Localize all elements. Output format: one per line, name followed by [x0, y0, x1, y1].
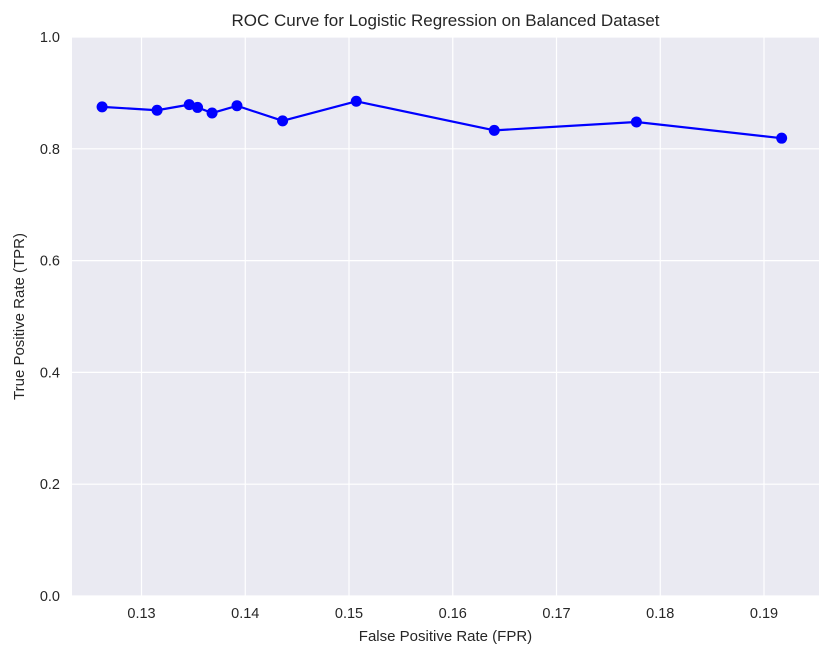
y-tick-label: 0.2	[40, 477, 60, 493]
y-tick-label: 0.0	[40, 589, 60, 605]
roc-point	[151, 104, 163, 116]
y-axis-label: True Positive Rate (TPR)	[11, 233, 28, 400]
x-tick-label: 0.15	[335, 606, 363, 622]
roc-point	[192, 101, 204, 113]
roc-point	[231, 100, 243, 112]
x-axis-label: False Positive Rate (FPR)	[359, 628, 532, 645]
y-tick-label: 0.4	[40, 365, 60, 381]
x-tick-label: 0.14	[231, 606, 259, 622]
series-layer	[96, 95, 788, 144]
roc-point	[183, 99, 195, 111]
y-tick-label: 0.6	[40, 254, 60, 270]
roc-point	[96, 101, 108, 113]
x-tick-label: 0.13	[127, 606, 155, 622]
x-tick-label: 0.19	[750, 606, 778, 622]
y-tick-label: 0.8	[40, 142, 60, 158]
grid-lines	[72, 36, 819, 597]
roc-point	[277, 115, 289, 127]
x-tick-label: 0.18	[646, 606, 674, 622]
x-tick-label: 0.17	[542, 606, 570, 622]
roc-point	[776, 132, 788, 144]
chart-title: ROC Curve for Logistic Regression on Bal…	[231, 11, 659, 30]
roc-point	[630, 116, 642, 128]
y-tick-label: 1.0	[40, 30, 60, 46]
x-tick-label: 0.16	[439, 606, 467, 622]
tick-labels: 0.13 0.14 0.15 0.16 0.17 0.18 0.19 0.0 0.2 0.4 0.6…	[40, 30, 778, 622]
roc-point	[350, 95, 362, 107]
roc-point	[488, 124, 500, 136]
plot-background	[72, 37, 819, 596]
roc-point	[206, 107, 218, 119]
